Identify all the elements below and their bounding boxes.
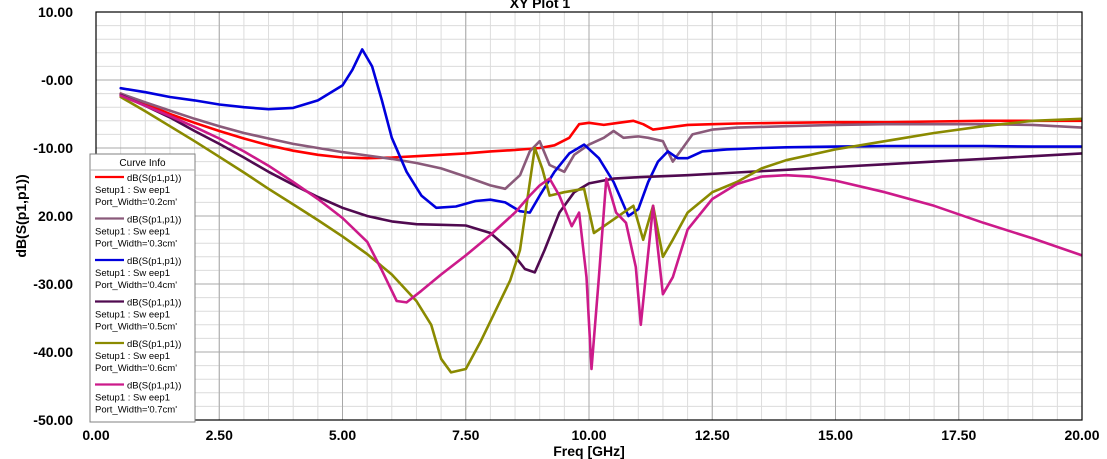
legend-entry-param: Port_Width='0.7cm': [95, 405, 177, 416]
legend-entry-setup: Setup1 : Sw eep1: [95, 393, 170, 404]
legend-entry-setup: Setup1 : Sw eep1: [95, 227, 170, 238]
x-tick-label: 15.00: [818, 427, 853, 443]
series-line-3: [119, 48, 1082, 218]
y-tick-label: -40.00: [33, 344, 73, 360]
legend-entry-name: dB(S(p1,p1)): [127, 381, 181, 392]
legend-entry-name: dB(S(p1,p1)): [127, 173, 181, 184]
x-tick-label: 20.00: [1064, 427, 1099, 443]
legend-entry-param: Port_Width='0.4cm': [95, 280, 177, 291]
x-tick-label: 2.50: [206, 427, 233, 443]
legend-box: [89, 153, 196, 423]
y-tick-label: 10.00: [38, 4, 73, 20]
chart-title: XY Plot 1: [510, 0, 571, 11]
x-tick-labels: 0.00 2.50 5.00 7.50 10.00 12.50 15.00 17.50 20.0…: [82, 427, 1099, 443]
legend-entry-setup: Setup1 : Sw eep1: [95, 185, 170, 196]
legend-entry-name: dB(S(p1,p1)): [127, 256, 181, 267]
legend-entry-name: dB(S(p1,p1)): [127, 298, 181, 309]
legend-entry-setup: Setup1 : Sw eep1: [95, 268, 170, 279]
y-tick-label: -30.00: [33, 276, 73, 292]
x-tick-label: 12.50: [695, 427, 730, 443]
series-line-6: [119, 94, 1082, 371]
y-axis-label: dB(S(p1,p1)): [13, 174, 29, 257]
y-tick-label: -50.00: [33, 412, 73, 428]
x-tick-label: 7.50: [452, 427, 479, 443]
x-tick-label: 5.00: [329, 427, 356, 443]
y-tick-labels: 10.00 -0.00 -10.00 20.00 -30.00 -40.00 -50.00: [33, 4, 73, 428]
series-line-5: [119, 95, 1082, 374]
x-axis-label: Freq [GHz]: [553, 443, 625, 459]
x-tick-label: 0.00: [82, 427, 109, 443]
x-tick-label: 10.00: [571, 427, 606, 443]
legend-title: Curve Info: [119, 158, 166, 169]
x-tick-label: 17.50: [941, 427, 976, 443]
legend-entry-setup: Setup1 : Sw eep1: [95, 310, 170, 321]
legend-entry-param: Port_Width='0.3cm': [95, 239, 177, 250]
legend-entry-param: Port_Width='0.6cm': [95, 363, 177, 374]
series-line-1: [119, 92, 1082, 160]
series-lines: [119, 48, 1082, 374]
y-tick-label: -0.00: [41, 72, 73, 88]
y-tick-label: 20.00: [38, 208, 73, 224]
legend-entry-name: dB(S(p1,p1)): [127, 339, 181, 350]
legend-entry-param: Port_Width='0.2cm': [95, 197, 177, 208]
legend-entry-param: Port_Width='0.5cm': [95, 322, 177, 333]
legend-entry-name: dB(S(p1,p1)): [127, 215, 181, 226]
legend-entry-setup: Setup1 : Sw eep1: [95, 351, 170, 362]
y-tick-label: -10.00: [33, 140, 73, 156]
